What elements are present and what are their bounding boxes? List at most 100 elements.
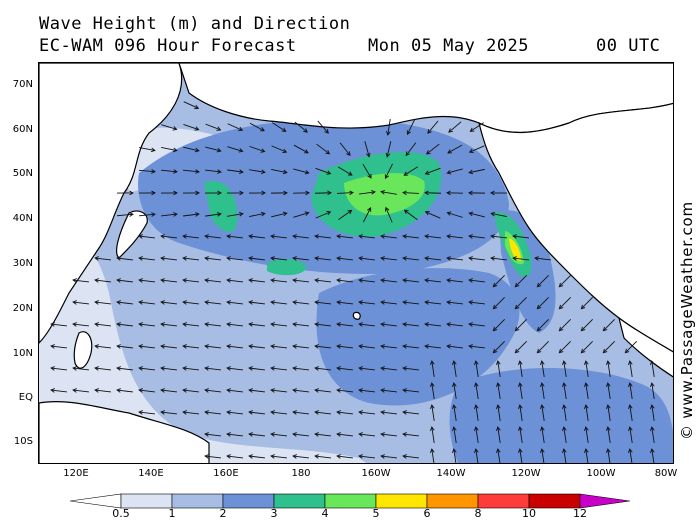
direction-arrow [138,388,155,393]
direction-arrow [138,366,155,371]
direction-arrow [293,144,309,154]
direction-arrow [182,234,199,239]
direction-arrow [204,344,221,349]
direction-arrow [424,322,441,327]
legend-tick-0-5: 0.5 [112,507,130,520]
direction-arrow [336,190,354,196]
direction-arrow [562,448,567,463]
direction-arrow [452,404,457,421]
direction-arrow [204,366,221,371]
wave-band-teal-west [204,181,238,233]
legend-cell [222,493,275,509]
direction-arrow [402,278,419,283]
direction-arrow [430,360,435,377]
wave-band-light [39,213,367,463]
map-title: Wave Height (m) and Direction [39,14,351,34]
wave-band-green-north [344,173,425,216]
legend-cell [426,493,479,509]
direction-arrow [270,256,287,261]
direction-arrow [227,169,244,174]
legend-tick-6: 6 [423,507,431,520]
direction-arrow [116,278,133,283]
direction-arrow [446,322,463,327]
direction-arrow [248,300,265,305]
direction-arrow [205,212,222,217]
direction-arrow [558,297,571,310]
direction-arrow [138,169,156,174]
direction-arrow [518,448,523,463]
lat-label-20n: 20N [12,303,33,314]
direction-arrow [50,322,67,327]
direction-arrow [204,300,221,305]
direction-arrow [292,190,310,196]
direction-arrow [492,341,505,354]
land-central-america [618,316,673,378]
direction-arrow [270,278,287,283]
direction-arrow [292,410,309,415]
direction-arrow [336,344,353,349]
direction-arrow [424,256,441,261]
direction-arrow [492,275,505,288]
direction-arrow [314,190,332,196]
direction-arrow [580,297,593,310]
direction-arrow [248,388,265,393]
direction-arrow [650,360,655,377]
direction-arrow [402,190,420,196]
direction-arrow [204,256,221,261]
direction-arrow [452,382,457,399]
direction-arrow [452,360,457,377]
direction-arrow [138,344,155,349]
direction-arrow [183,101,200,110]
direction-arrow [358,256,375,261]
direction-arrow [490,234,507,239]
direction-arrow [161,146,178,153]
direction-arrow [536,297,549,310]
direction-arrow [182,278,199,283]
direction-arrow [226,322,243,327]
direction-arrow [385,119,391,136]
direction-arrow [584,382,589,399]
direction-arrow [358,234,375,239]
direction-arrow [248,278,265,283]
direction-arrow [385,141,392,158]
direction-arrow [182,344,199,349]
direction-arrow [314,454,331,459]
direction-arrow [205,169,222,174]
legend-cell [375,493,428,509]
direction-arrow [496,448,501,463]
direction-arrow [116,190,134,196]
direction-arrow [540,360,545,377]
direction-arrow [204,322,221,327]
legend-cell-above-12 [579,493,630,509]
direction-arrow [430,382,435,399]
direction-arrow [446,300,463,305]
direction-arrow [584,448,589,463]
wave-band-medium-south [449,368,673,463]
direction-arrow [468,145,485,153]
direction-arrow [424,344,441,349]
direction-arrow [138,410,155,415]
direction-arrow [430,404,435,421]
direction-arrow [380,432,397,437]
direction-arrow [336,234,353,239]
direction-arrow [226,234,243,239]
direction-arrow [380,388,397,393]
direction-arrow [314,278,331,283]
direction-arrow [359,190,376,195]
direction-arrow [602,319,615,332]
direction-arrow [358,366,375,371]
direction-arrow [270,322,287,327]
direction-arrow [558,341,571,354]
direction-arrow [562,382,567,399]
direction-arrow [650,426,655,443]
direction-arrow [292,388,309,393]
direction-arrow [160,388,177,393]
direction-arrow [496,382,501,399]
direction-arrow [336,388,353,393]
direction-arrow [402,388,419,393]
direction-arrow [490,256,507,261]
direction-arrow [650,448,655,463]
direction-arrow [496,360,501,377]
land-indonesia [39,401,210,463]
direction-arrow [402,454,419,459]
